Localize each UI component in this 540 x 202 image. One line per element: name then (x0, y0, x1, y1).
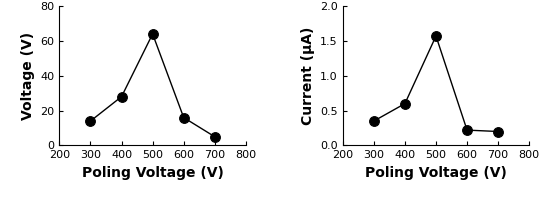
X-axis label: Poling Voltage (V): Poling Voltage (V) (365, 166, 507, 180)
Y-axis label: Current (μA): Current (μA) (301, 26, 315, 125)
X-axis label: Poling Voltage (V): Poling Voltage (V) (82, 166, 224, 180)
Y-axis label: Voltage (V): Voltage (V) (21, 32, 35, 120)
